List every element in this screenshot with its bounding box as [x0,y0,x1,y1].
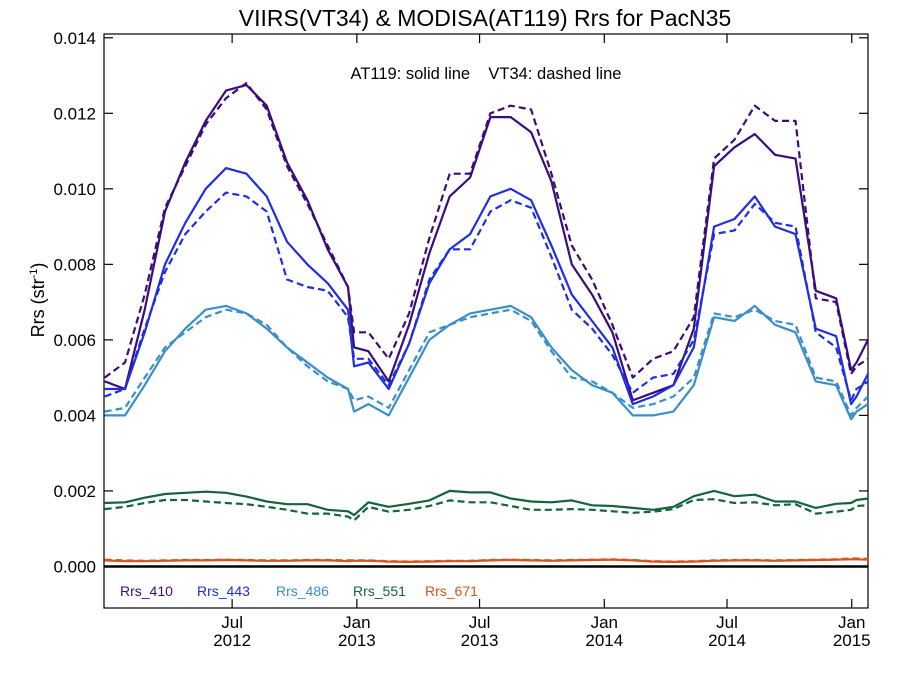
x-tick-label-year: 2013 [461,631,499,650]
series-line-rrs-486-vt34 [104,308,869,417]
y-tick-label: 0.006 [53,331,96,350]
x-tick-label-month: Jul [221,613,243,632]
x-tick-label-month: Jul [469,613,491,632]
y-axis-label-close: ) [28,263,48,269]
x-tick-label-month: Jan [838,613,865,632]
series-line-rrs-443-at119 [104,167,869,406]
y-tick-label: 0.008 [53,255,96,274]
series-line-rrs-551-vt34 [104,498,869,522]
x-tick-label-year: 2012 [213,631,251,650]
y-tick-label: 0.004 [53,406,96,425]
series-line-rrs-443-vt34 [104,191,869,402]
legend-label-rrs-410: Rrs_410 [120,583,173,599]
legend-label-rrs-443: Rrs_443 [197,583,250,599]
legend-label-rrs-671: Rrs_671 [425,583,478,599]
plot-area: 0.000 0.002 0.004 0.006 0.008 0.010 0.012 0.014… [53,29,870,650]
y-axis-label-main: Rrs (str [28,278,48,337]
x-tick-label-year: 2013 [338,631,376,650]
y-tick-label: 0.010 [53,180,96,199]
x-tick-label-year: 2014 [708,631,746,650]
x-tick-label-month: Jan [591,613,618,632]
y-tick-label: 0.002 [53,482,96,501]
x-tick-label-month: Jul [716,613,738,632]
series-line-rrs-410-vt34 [104,81,869,379]
series-line-rrs-671-vt34 [104,557,869,563]
series-line-rrs-410-at119 [104,83,869,402]
legend-label-rrs-551: Rrs_551 [353,583,406,599]
legend-label-rrs-486: Rrs_486 [276,583,329,599]
x-tick-label-month: Jan [343,613,370,632]
y-tick-label: 0.000 [53,557,96,576]
x-tick-label-year: 2015 [833,631,871,650]
series-line-rrs-486-at119 [104,304,869,421]
x-tick-label-year: 2014 [585,631,623,650]
chart-annotation: AT119: solid line VT34: dashed line [351,65,622,83]
plot-frame [103,33,869,609]
y-tick-label: 0.014 [53,29,96,48]
y-tick-label: 0.012 [53,104,96,123]
y-axis-label-superscript: -1 [28,269,40,279]
chart-title: VIIRS(VT34) & MODISA(AT119) Rrs for PacN… [239,5,732,31]
series-line-rrs-551-at119 [104,489,869,517]
y-axis-label: Rrs (str-1) [28,263,48,338]
